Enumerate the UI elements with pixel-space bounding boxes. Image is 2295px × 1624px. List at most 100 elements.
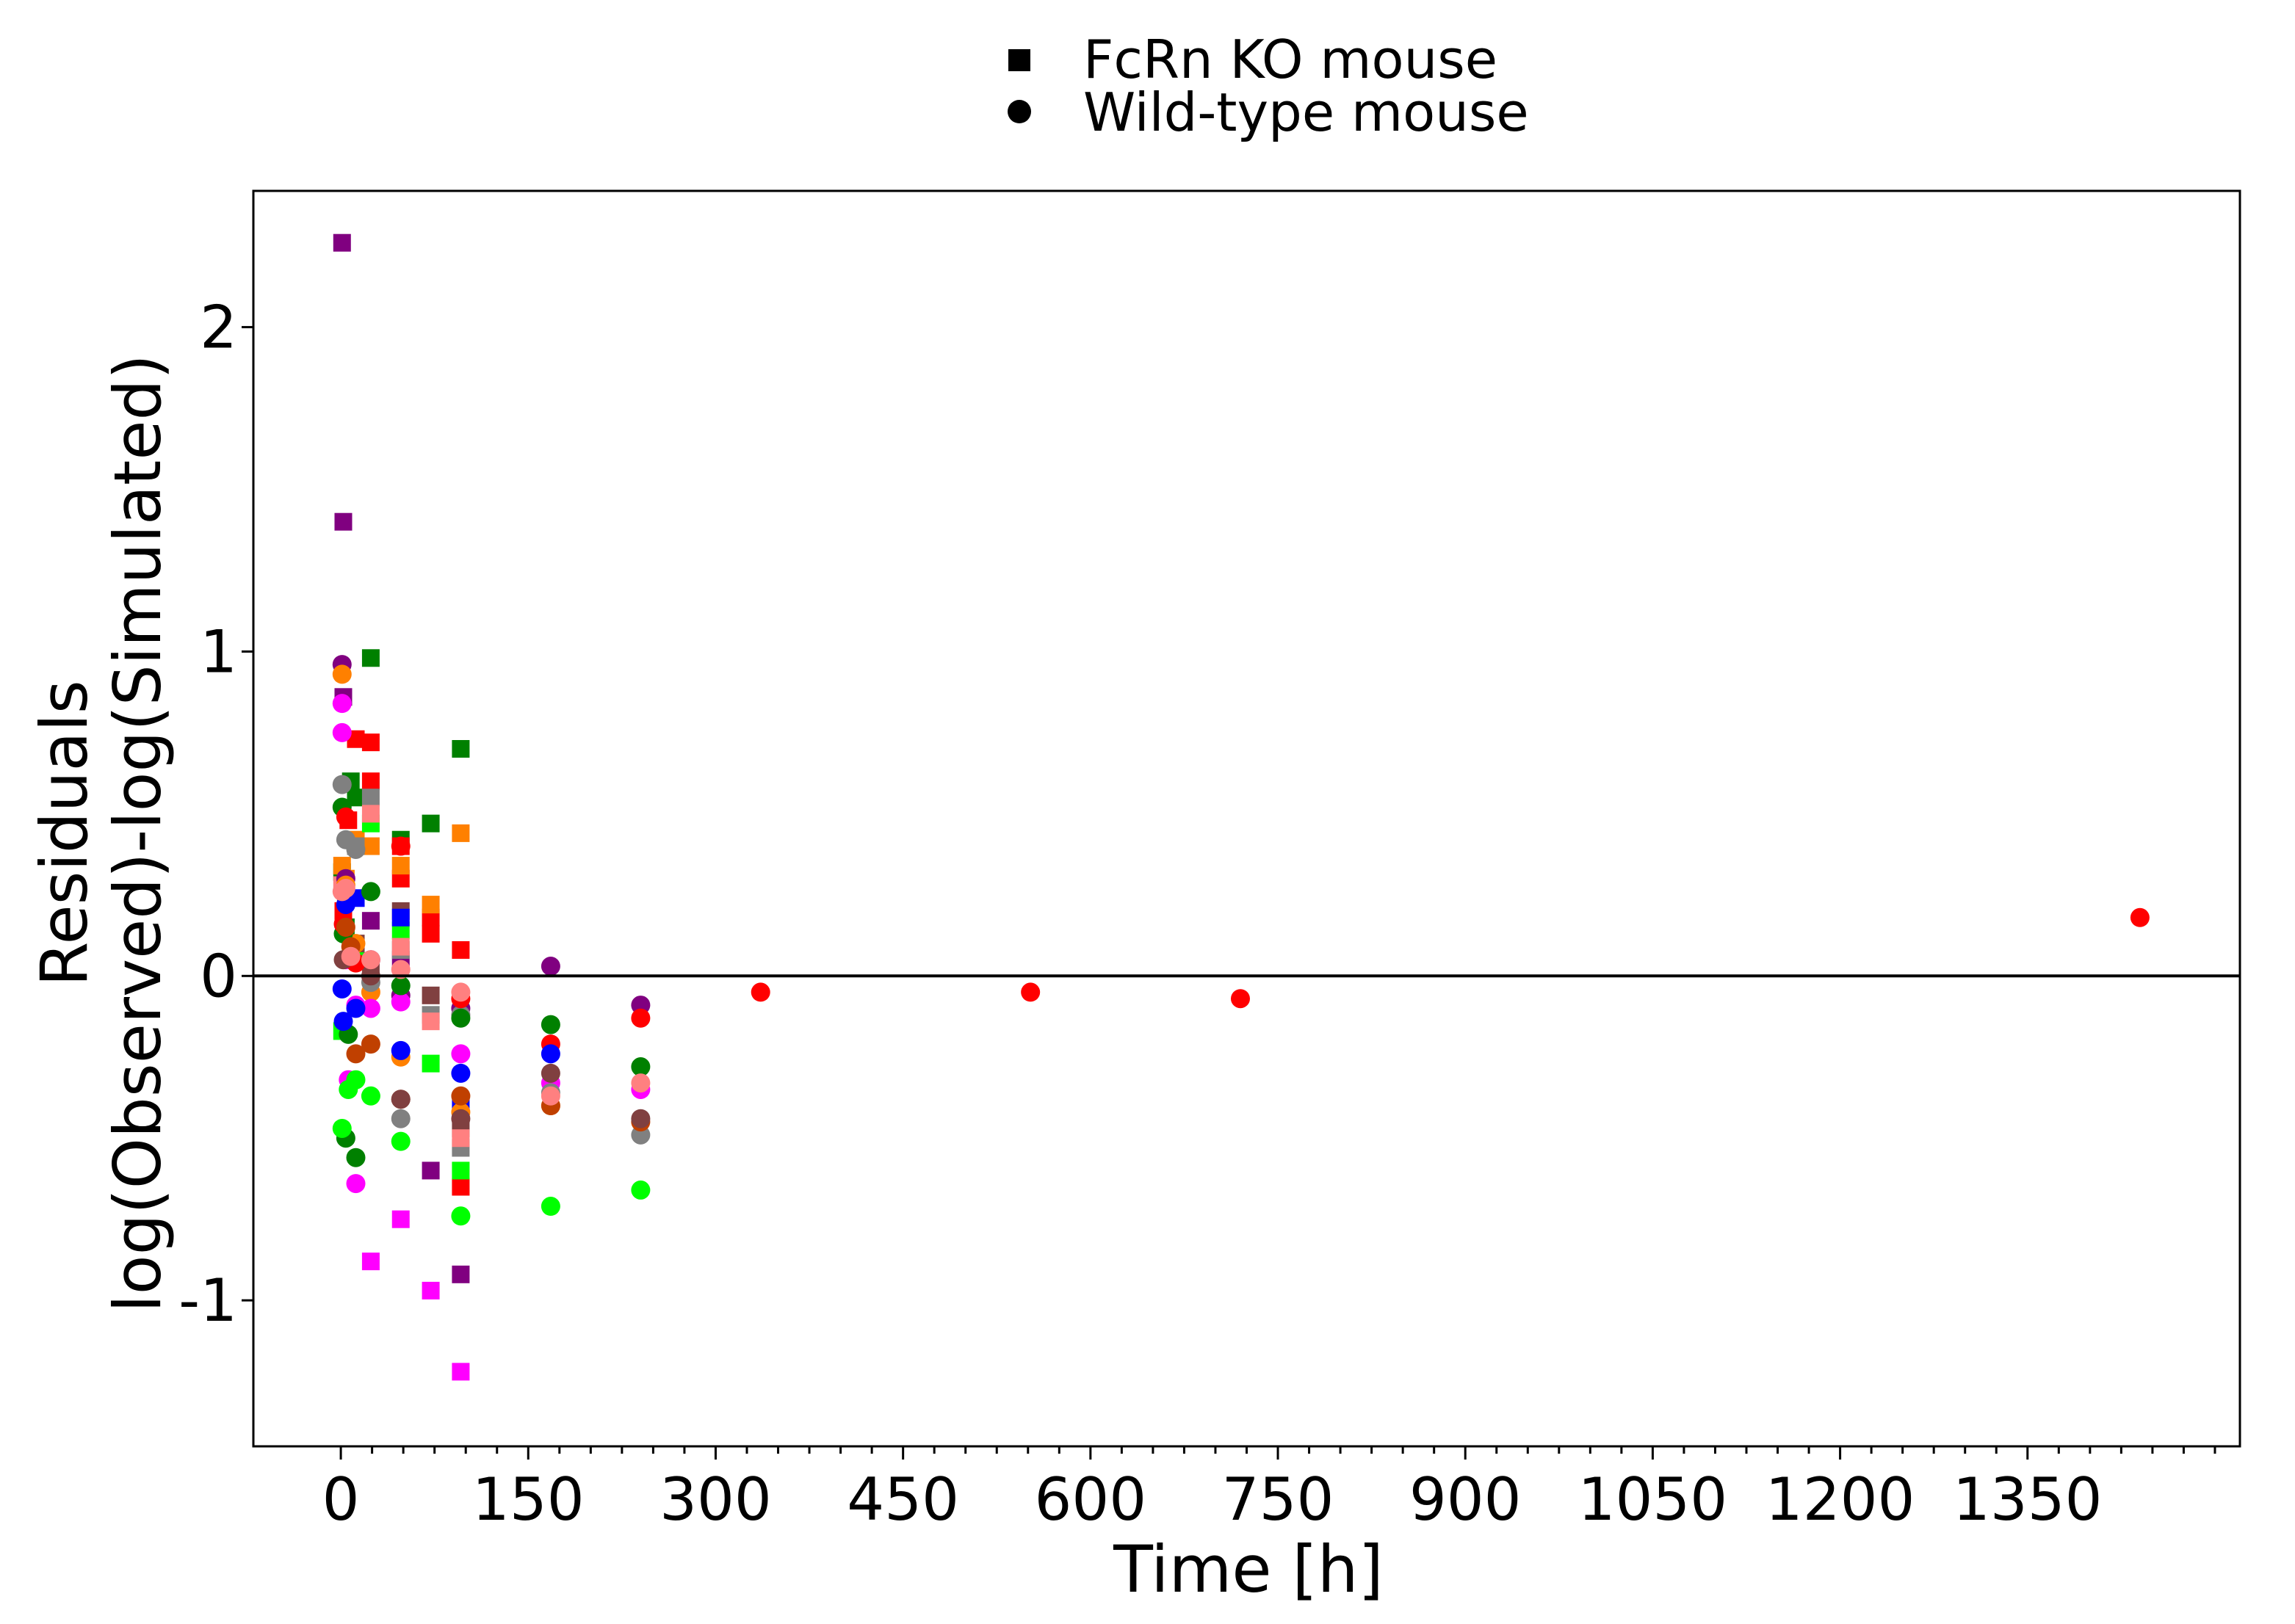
data-point-square xyxy=(361,1253,380,1271)
data-point-square xyxy=(452,824,470,842)
data-point-square xyxy=(333,233,351,252)
data-point-circle xyxy=(391,1040,411,1060)
data-point-circle xyxy=(346,839,366,859)
data-point-circle xyxy=(451,1206,471,1226)
y-axis-title: Residuals log(Observed)-log(Simulated) xyxy=(26,354,176,1312)
data-point-square xyxy=(422,924,440,943)
data-point-circle xyxy=(346,1070,366,1090)
data-point-circle xyxy=(631,1008,651,1028)
y-tick-label: -1 xyxy=(178,1266,237,1335)
data-point-circle xyxy=(332,775,352,794)
legend: FcRn KO mouse Wild-type mouse xyxy=(1008,29,1529,143)
data-point-square xyxy=(361,772,380,791)
y-axis-title-line-2: log(Observed)-log(Simulated) xyxy=(100,354,176,1312)
data-point-circle xyxy=(391,1131,411,1151)
data-point-square xyxy=(452,1161,470,1180)
y-tick-label: 2 xyxy=(200,294,237,362)
data-point-circle xyxy=(541,1086,560,1106)
data-point-square xyxy=(361,789,380,807)
data-point-circle xyxy=(346,1044,366,1064)
data-point-square xyxy=(391,908,410,927)
data-point-circle xyxy=(391,960,411,979)
data-point-circle xyxy=(391,836,411,856)
x-tick-label: 750 xyxy=(1222,1465,1334,1534)
legend-marker-square xyxy=(1008,49,1030,71)
x-tick-label: 150 xyxy=(472,1465,585,1534)
data-point-circle xyxy=(336,918,355,938)
data-point-circle xyxy=(332,694,352,714)
data-point-square xyxy=(452,1178,470,1196)
data-point-square xyxy=(361,912,380,930)
legend-marker-circle xyxy=(1008,100,1031,123)
data-point-circle xyxy=(391,992,411,1012)
data-point-circle xyxy=(336,879,355,898)
x-tick-label: 300 xyxy=(659,1465,772,1534)
x-tick-label: 1200 xyxy=(1765,1465,1915,1534)
data-point-square xyxy=(391,857,410,875)
data-point-square xyxy=(452,1129,470,1148)
y-tick-label: 0 xyxy=(200,942,237,1010)
data-point-circle xyxy=(361,1034,380,1054)
data-point-square xyxy=(334,512,353,531)
data-point-circle xyxy=(332,979,352,998)
data-point-square xyxy=(361,837,380,855)
data-point-circle xyxy=(631,1180,651,1200)
x-tick-label: 900 xyxy=(1409,1465,1522,1534)
data-point-circle xyxy=(2130,907,2150,927)
data-point-circle xyxy=(391,1109,411,1128)
x-tick-label: 600 xyxy=(1034,1465,1146,1534)
data-point-circle xyxy=(451,1044,471,1064)
x-axis: 0 150 300 450 600 750 900 1050 1200 1350 xyxy=(322,1446,2216,1534)
data-point-square xyxy=(452,940,470,959)
x-tick-label: 450 xyxy=(847,1465,959,1534)
data-point-circle xyxy=(631,1109,651,1128)
data-point-circle xyxy=(541,957,560,976)
data-point-circle xyxy=(541,1044,560,1064)
data-point-circle xyxy=(541,1063,560,1083)
data-point-circle xyxy=(751,982,770,1002)
plot-frame xyxy=(252,189,2241,1448)
x-tick-label: 1350 xyxy=(1953,1465,2103,1534)
data-point-circle xyxy=(541,1015,560,1034)
data-point-circle xyxy=(346,1174,366,1194)
data-point-circle xyxy=(541,1197,560,1217)
data-point-circle xyxy=(361,882,380,902)
data-point-square xyxy=(452,1265,470,1283)
data-point-circle xyxy=(451,982,471,1002)
data-point-square xyxy=(452,740,470,758)
data-point-circle xyxy=(332,722,352,742)
data-point-square xyxy=(422,1054,440,1073)
data-point-circle xyxy=(333,1012,353,1032)
data-point-circle xyxy=(336,807,355,827)
x-tick-label: 0 xyxy=(322,1465,360,1534)
data-point-circle xyxy=(361,950,380,970)
y-axis: -1 0 1 2 xyxy=(178,294,253,1335)
data-point-square xyxy=(361,805,380,823)
data-point-circle xyxy=(361,998,380,1018)
data-point-square xyxy=(391,938,410,956)
data-point-circle xyxy=(1230,989,1250,1009)
data-point-circle xyxy=(332,664,352,684)
data-point-circle xyxy=(391,976,411,996)
data-point-square xyxy=(422,896,440,914)
x-tick-label: 1050 xyxy=(1578,1465,1728,1534)
data-point-square xyxy=(361,649,380,667)
data-point-circle xyxy=(361,1086,380,1106)
data-point-circle xyxy=(451,1086,471,1106)
data-point-circle xyxy=(1021,982,1041,1002)
data-point-square xyxy=(452,1363,470,1381)
data-point-circle xyxy=(451,1109,471,1128)
data-point-square xyxy=(422,814,440,833)
data-point-square xyxy=(422,986,440,1004)
data-point-circle xyxy=(341,946,361,966)
data-point-square xyxy=(422,1012,440,1031)
legend-label-fcrn-ko: FcRn KO mouse xyxy=(1083,29,1497,90)
x-axis-title: Time [h] xyxy=(1113,1531,1384,1607)
data-point-circle xyxy=(451,1008,471,1028)
data-point-circle xyxy=(346,1148,366,1167)
data-point-circle xyxy=(332,1118,352,1138)
data-point-square xyxy=(422,1161,440,1180)
data-point-square xyxy=(391,1210,410,1228)
data-point-square xyxy=(422,1281,440,1299)
